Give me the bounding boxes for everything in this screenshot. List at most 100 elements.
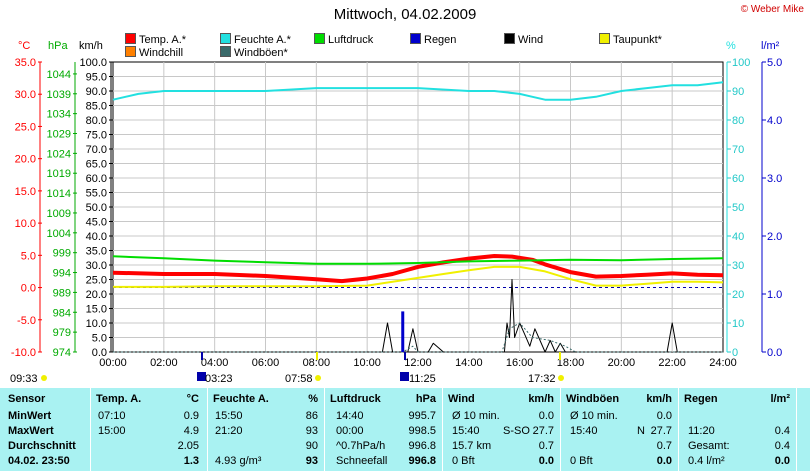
- x-tick-label: 04:00: [201, 357, 229, 369]
- marker-left-icon: [41, 375, 47, 381]
- y-tick-label-wind: 85.0: [86, 101, 107, 113]
- stats-feuchte-time: 15:50: [215, 410, 243, 422]
- x-tick-label: 18:00: [557, 357, 585, 369]
- y-tick-label-wind: 40.0: [86, 231, 107, 243]
- y-tick-label-temperature: 5.0: [21, 250, 36, 262]
- legend-temp: Temp. A.*: [125, 33, 186, 46]
- y-tick-label-pressure: 979: [53, 327, 71, 339]
- y-tick-label-pressure: 1009: [47, 208, 71, 220]
- y-tick-label-humidity: 40: [732, 231, 744, 243]
- legend-swatch-temp: [125, 33, 136, 44]
- stats-regen-value: 0.4: [774, 425, 790, 437]
- stats-temp-time: 15:00: [98, 425, 126, 437]
- marker-t2-icon: [558, 375, 564, 381]
- y-tick-label-temperature: 0.0: [21, 283, 36, 295]
- stats-windboeen-info: Ø 10 min.: [570, 410, 618, 422]
- y-tick-label-temperature: 15.0: [15, 186, 36, 198]
- stats-header-regen: Regen: [684, 393, 718, 405]
- stats-header-sensor: Sensor: [8, 393, 46, 405]
- stats-windboeen-value: 0.7: [656, 440, 672, 452]
- stats-header-luftdruck: Luftdruck: [330, 393, 381, 405]
- stats-feuchte-time: 21:20: [215, 425, 243, 437]
- y-tick-label-humidity: 70: [732, 144, 744, 156]
- stats-header-wind: Wind: [448, 393, 475, 405]
- stats-regen-info: Gesamt:: [688, 440, 730, 452]
- stats-header-feuchte-unit: %: [308, 393, 318, 405]
- stats-feuchte-value: 90: [305, 440, 318, 452]
- stats-windboeen-value: 0.0: [656, 455, 672, 467]
- unit-celsius: °C: [18, 40, 31, 52]
- legend-swatch-windchill: [125, 46, 136, 57]
- x-tick-label: 24:00: [709, 357, 737, 369]
- marker-t2-time: 17:32: [528, 373, 556, 385]
- stats-luftdruck-time: 14:40: [336, 410, 364, 422]
- stats-windboeen-direction: N: [637, 425, 645, 437]
- y-tick-label-wind: 90.0: [86, 86, 107, 98]
- y-tick-label-wind: 20.0: [86, 289, 107, 301]
- stats-row-label: Durchschnitt: [8, 440, 76, 452]
- stats-divider: [678, 388, 679, 471]
- stats-divider: [90, 388, 91, 471]
- y-tick-label-humidity: 10: [732, 318, 744, 330]
- y-tick-label-humidity: 60: [732, 173, 744, 185]
- stats-windboeen-info: 15:40: [570, 425, 598, 437]
- stats-divider: [442, 388, 443, 471]
- y-tick-label-pressure: 994: [53, 268, 71, 280]
- legend-label-temp: Temp. A.*: [139, 34, 187, 46]
- stats-feuchte-time: 4.93 g/m³: [215, 455, 262, 467]
- stats-divider: [324, 388, 325, 471]
- stats-wind-info: 15.7 km: [452, 440, 492, 452]
- legend-windboeen: Windböen*: [220, 46, 288, 59]
- x-tick-label: 00:00: [99, 357, 127, 369]
- legend-swatch-wind: [504, 33, 515, 44]
- y-tick-label-pressure: 1004: [47, 228, 71, 240]
- y-tick-label-temperature: 20.0: [15, 154, 36, 166]
- x-tick-label: 14:00: [455, 357, 483, 369]
- stats-header-temp: Temp. A.: [96, 393, 142, 405]
- stats-regen-value: 0.0: [774, 455, 790, 467]
- stats-divider: [560, 388, 561, 471]
- marker-moon-icon: [400, 372, 409, 381]
- stats-temp-value: 1.3: [183, 455, 199, 467]
- legend-taupunkt: Taupunkt*: [599, 33, 662, 46]
- legend-regen: Regen: [410, 33, 456, 46]
- stats-temp-time: 07:10: [98, 410, 126, 422]
- x-tick-label: 02:00: [150, 357, 178, 369]
- legend-swatch-regen: [410, 33, 421, 44]
- y-tick-label-pressure: 1029: [47, 129, 71, 141]
- stats-feuchte-value: 93: [305, 455, 318, 467]
- y-tick-label-wind: 70.0: [86, 144, 107, 156]
- legend-swatch-windboeen: [220, 46, 231, 57]
- y-tick-label-humidity: 90: [732, 86, 744, 98]
- stats-regen-value: 0.4: [774, 440, 790, 452]
- stats-regen-info: 11:20: [688, 425, 715, 437]
- y-tick-label-pressure: 974: [53, 347, 71, 359]
- x-tick-label: 08:00: [303, 357, 331, 369]
- y-tick-label-wind: 65.0: [86, 159, 107, 171]
- stats-divider: [207, 388, 208, 471]
- unit-hpa: hPa: [48, 40, 68, 52]
- stats-temp-value: 2.05: [177, 440, 199, 452]
- x-tick-label: 12:00: [404, 357, 432, 369]
- stats-wind-info: 15:40: [452, 425, 480, 437]
- stats-luftdruck-value: 996.8: [408, 440, 436, 452]
- y-tick-label-humidity: 20: [732, 289, 744, 301]
- legend-feuchte: Feuchte A.*: [220, 33, 291, 46]
- stats-header-windboeen: Windböen: [566, 393, 620, 405]
- stats-header-temp-unit: °C: [186, 393, 199, 405]
- y-tick-label-temperature: 10.0: [15, 218, 36, 230]
- unit-rain: l/m²: [761, 40, 780, 52]
- stats-windboeen-value: 0.0: [656, 410, 672, 422]
- y-tick-label-wind: 25.0: [86, 275, 107, 287]
- stats-luftdruck-value: 995.7: [408, 410, 436, 422]
- x-tick-label: 22:00: [658, 357, 686, 369]
- stats-luftdruck-time: 00:00: [336, 425, 364, 437]
- y-tick-label-wind: 75.0: [86, 130, 107, 142]
- y-tick-label-wind: 45.0: [86, 217, 107, 229]
- y-tick-label-wind: 50.0: [86, 202, 107, 214]
- marker-t1-time: 07:58: [285, 373, 313, 385]
- series-line-windben: [113, 322, 723, 353]
- stats-row-label: MinWert: [8, 410, 52, 422]
- y-tick-label-humidity: 80: [732, 115, 744, 127]
- y-tick-label-pressure: 1039: [47, 89, 71, 101]
